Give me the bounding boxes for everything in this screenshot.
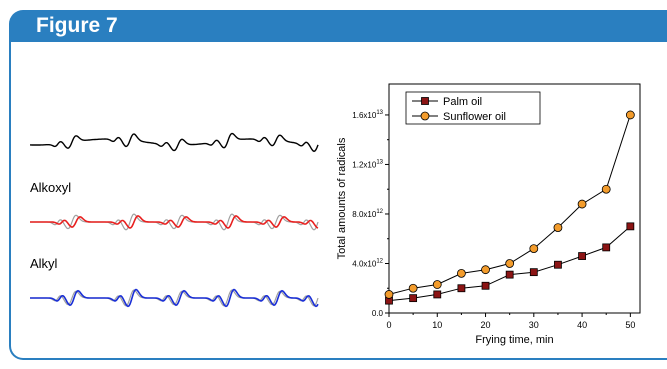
data-point bbox=[457, 268, 466, 278]
data-point bbox=[577, 199, 587, 209]
data-point bbox=[505, 259, 515, 268]
x-tick-label: 20 bbox=[481, 320, 491, 330]
data-point bbox=[601, 184, 611, 194]
data-point bbox=[625, 110, 635, 120]
legend: Palm oil Sunflower oil bbox=[405, 91, 541, 125]
x-tick-label: 50 bbox=[625, 320, 635, 330]
data-point bbox=[554, 260, 562, 269]
y-tick-label: 0.0 bbox=[372, 309, 384, 318]
y-tick-label: 4.0x1012 bbox=[352, 258, 383, 268]
y-tick-label: 1.2x1013 bbox=[352, 159, 383, 169]
legend-marker bbox=[421, 97, 429, 105]
experimental-spectrum bbox=[30, 132, 319, 153]
data-point bbox=[505, 270, 514, 279]
data-point bbox=[626, 222, 635, 231]
data-point bbox=[529, 268, 538, 277]
data-point bbox=[432, 280, 442, 289]
data-point bbox=[529, 244, 539, 254]
data-point bbox=[578, 252, 586, 260]
x-tick-label: 40 bbox=[577, 320, 587, 330]
legend-label: Palm oil bbox=[443, 96, 482, 108]
series-1 bbox=[384, 110, 635, 299]
series-0 bbox=[385, 222, 635, 305]
data-point bbox=[553, 223, 563, 232]
alkoxyl-label: Alkoxyl bbox=[30, 180, 72, 195]
alkoxyl-trace bbox=[30, 215, 319, 229]
x-tick-label: 30 bbox=[529, 320, 539, 330]
data-point bbox=[457, 284, 466, 293]
data-point bbox=[384, 290, 394, 299]
experimental-trace bbox=[30, 132, 319, 153]
alkyl-label: Alkyl bbox=[30, 256, 58, 271]
y-axis-label: Total amounts of radicals bbox=[336, 137, 348, 259]
alkoxyl-overlay-trace bbox=[30, 213, 319, 231]
x-tick-label: 10 bbox=[432, 320, 442, 330]
figure-title: Figure 7 bbox=[36, 14, 118, 37]
figure-header bbox=[9, 10, 667, 42]
data-point bbox=[409, 294, 418, 303]
alkyl-trace bbox=[30, 288, 319, 308]
y-tick-label: 8.0x1012 bbox=[352, 209, 383, 219]
plot-area bbox=[388, 83, 641, 314]
data-point bbox=[481, 265, 490, 275]
y-tick-label: 1.6x1013 bbox=[352, 110, 383, 120]
x-tick-label: 0 bbox=[386, 320, 391, 330]
data-point bbox=[602, 243, 611, 252]
panel-border bbox=[9, 42, 667, 360]
x-axis-label: Frying time, min bbox=[475, 334, 553, 346]
legend-marker bbox=[420, 111, 430, 121]
data-point bbox=[433, 290, 442, 299]
alkoxyl-spectrum bbox=[30, 213, 319, 231]
data-point bbox=[481, 281, 490, 290]
alkyl-spectrum bbox=[30, 288, 319, 308]
data-point bbox=[408, 283, 418, 293]
legend-label: Sunflower oil bbox=[443, 111, 506, 123]
